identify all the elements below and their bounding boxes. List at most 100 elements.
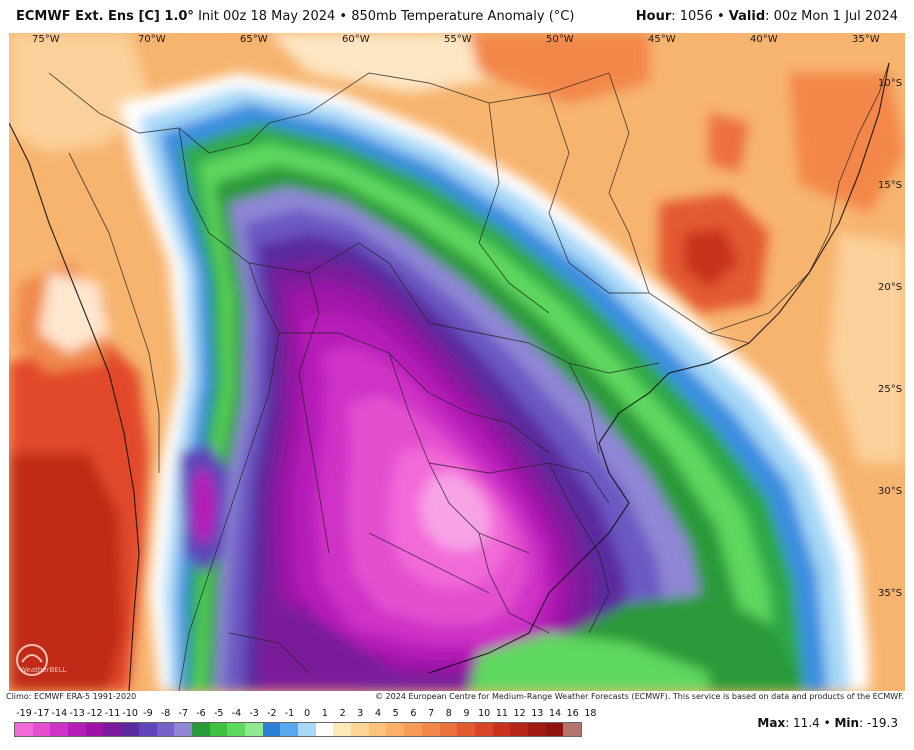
legend-label: -17 — [33, 708, 50, 719]
legend-label: 5 — [392, 708, 399, 719]
lat-label: 20°S — [878, 282, 903, 293]
lat-label: 30°S — [878, 486, 903, 497]
legend-label: -8 — [160, 708, 171, 719]
legend-swatch — [545, 723, 564, 736]
legend-label: 8 — [445, 708, 452, 719]
map-canvas — [9, 33, 905, 691]
legend-label: -14 — [51, 708, 68, 719]
legend-swatch — [156, 723, 175, 736]
legend-swatch — [298, 723, 316, 736]
legend-label: 6 — [410, 708, 417, 719]
legend-label: -1 — [284, 708, 295, 719]
legend-label: -2 — [267, 708, 277, 719]
legend-label: -10 — [122, 708, 138, 719]
legend-swatch — [68, 723, 86, 736]
lon-label: 35°W — [852, 34, 880, 45]
legend-swatch — [474, 723, 493, 736]
legend-swatch — [315, 723, 334, 736]
legend-swatch — [527, 723, 546, 736]
legend-label: -5 — [213, 708, 224, 719]
max-min-stats: Max: 11.4 • Min: -19.3 — [757, 716, 898, 730]
legend-label: 1 — [321, 708, 328, 719]
legend-swatch — [227, 723, 245, 736]
legend-swatch — [85, 723, 104, 736]
legend-swatch — [174, 723, 192, 736]
legend-swatch — [121, 723, 139, 736]
legend-swatch — [103, 723, 122, 736]
legend-swatch — [15, 723, 33, 736]
legend-label: -4 — [231, 708, 242, 719]
min-value: : -19.3 — [859, 716, 898, 730]
legend-swatch — [209, 723, 228, 736]
legend-swatch — [368, 723, 387, 736]
lon-label: 45°W — [648, 34, 676, 45]
hour-label: Hour — [635, 9, 672, 24]
legend-label: 9 — [463, 708, 470, 719]
legend-swatch — [421, 723, 440, 736]
footer-credits: Climo: ECMWF ERA-5 1991-2020 © 2024 Euro… — [0, 691, 914, 703]
lon-label: 70°W — [138, 34, 166, 45]
max-value: : 11.4 — [785, 716, 820, 730]
legend-label: 14 — [548, 708, 562, 719]
legend-label: -6 — [196, 708, 206, 719]
lat-label: 10°S — [878, 78, 903, 89]
legend-swatch — [457, 723, 475, 736]
lon-label: 50°W — [546, 34, 574, 45]
lon-label: 55°W — [444, 34, 472, 45]
header-left: ECMWF Ext. Ens [C] 1.0° Init 00z 18 May … — [16, 9, 575, 24]
legend-swatch — [563, 723, 581, 736]
min-label: Min — [834, 716, 860, 730]
color-legend: -19 -17 -14 -13 -12 -11 -10 -9 -8 -7 -6 -5 -4 -3 -2 -1 0… — [8, 708, 649, 737]
legend-swatch — [32, 723, 51, 736]
legend-label: -7 — [178, 708, 189, 719]
map-header: ECMWF Ext. Ens [C] 1.0° Init 00z 18 May … — [0, 0, 914, 33]
legend-label: 16 — [566, 708, 579, 719]
legend-label: -11 — [104, 708, 121, 719]
legend-swatch — [404, 723, 422, 736]
legend-swatch — [50, 723, 69, 736]
lat-label: 35°S — [878, 588, 903, 599]
legend-swatch — [510, 723, 528, 736]
logo-text: WeatherBELL — [20, 666, 67, 674]
legend-label: -12 — [87, 708, 103, 719]
valid-label: Valid — [728, 9, 766, 24]
legend-label: 18 — [584, 708, 597, 719]
legend-swatch — [439, 723, 458, 736]
anomaly-map — [9, 33, 905, 691]
max-label: Max — [757, 716, 786, 730]
lon-label: 60°W — [342, 34, 370, 45]
copyright-note: © 2024 European Centre for Medium-Range … — [375, 692, 904, 701]
legend-labels: -19 -17 -14 -13 -12 -11 -10 -9 -8 -7 -6 -5 -4 -3 -2 -1 0… — [8, 708, 649, 722]
legend-label: 4 — [374, 708, 382, 719]
legend-swatch — [280, 723, 298, 736]
hour-value: : 1056 — [671, 9, 713, 24]
lat-label: 15°S — [878, 180, 903, 191]
legend-swatch — [386, 723, 405, 736]
legend-label: 11 — [495, 708, 508, 719]
legend-label: -9 — [143, 708, 153, 719]
legend-label: 13 — [531, 708, 544, 719]
climo-note: Climo: ECMWF ERA-5 1991-2020 — [6, 692, 137, 701]
legend-swatch — [262, 723, 281, 736]
legend-label: 10 — [478, 708, 491, 719]
legend-swatch — [191, 723, 210, 736]
legend-label: 12 — [513, 708, 526, 719]
legend-swatch — [138, 723, 157, 736]
legend-swatch — [351, 723, 369, 736]
legend-label: 7 — [428, 708, 435, 719]
legend-label: -3 — [249, 708, 259, 719]
legend-swatch — [244, 723, 263, 736]
legend-swatch — [333, 723, 352, 736]
legend-label: -13 — [69, 708, 85, 719]
weatherbell-logo-icon: WeatherBELL — [16, 644, 67, 676]
valid-value: : 00z Mon 1 Jul 2024 — [765, 9, 898, 24]
model-name: ECMWF Ext. Ens [C] 1.0° — [16, 9, 194, 24]
header-right: Hour: 1056 • Valid: 00z Mon 1 Jul 2024 — [635, 9, 898, 24]
legend-label: 0 — [304, 708, 311, 719]
lat-label: 25°S — [878, 384, 903, 395]
legend-label: 3 — [357, 708, 364, 719]
lon-label: 40°W — [750, 34, 778, 45]
legend-swatches — [14, 722, 582, 737]
lon-label: 75°W — [32, 34, 60, 45]
lon-label: 65°W — [240, 34, 268, 45]
